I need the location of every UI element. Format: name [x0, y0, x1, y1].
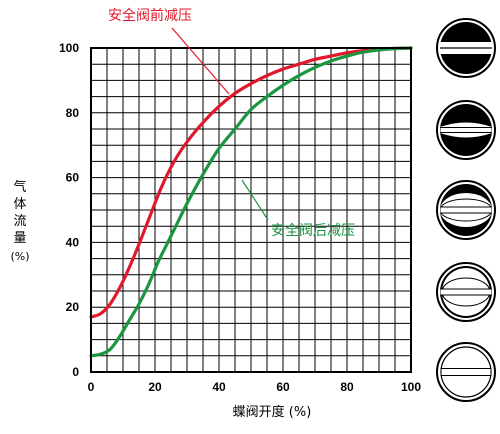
- plot-border: [90, 47, 412, 373]
- valve-90-icon: [436, 342, 496, 402]
- green-annotation-leader: [241, 179, 269, 221]
- series-line-before-safety-valve: [89, 46, 413, 319]
- valve-60-icon: [436, 262, 496, 322]
- green-series-annotation: 安全阀后减压: [271, 222, 355, 239]
- x-tick-label: 60: [276, 380, 290, 394]
- valve-0-icon: [436, 18, 496, 78]
- x-axis-label: 蝶阀开度 (%): [233, 404, 312, 420]
- series-lines: [89, 46, 413, 358]
- valve-30-icon: [436, 180, 496, 240]
- plot-frame: [90, 47, 412, 373]
- y-tick-label: 60: [66, 171, 80, 185]
- series-line-after-safety-valve: [89, 46, 413, 358]
- x-tick-label: 0: [88, 380, 95, 394]
- y-tick-label: 0: [72, 365, 79, 379]
- y-tick-label: 20: [66, 300, 80, 314]
- x-tick-label: 80: [340, 380, 354, 394]
- y-tick-label: 100: [59, 41, 79, 55]
- y-axis-label: 气 体 流 量 (%): [10, 179, 29, 263]
- y-tick-label: 80: [66, 106, 80, 120]
- grid: [91, 48, 411, 372]
- x-tick-label: 40: [212, 380, 226, 394]
- red-annotation-leader: [171, 27, 230, 95]
- y-tick-label: 40: [66, 235, 80, 249]
- y-axis-label-char: 量: [13, 231, 26, 246]
- red-series-annotation: 安全阀前减压: [108, 7, 192, 24]
- y-axis-label-char: 流: [13, 214, 26, 229]
- x-tick-label: 20: [148, 380, 162, 394]
- y-axis-label-char: 体: [13, 197, 26, 212]
- x-tick-label: 100: [401, 380, 421, 394]
- valve-15-icon: [436, 100, 496, 160]
- tick-labels: 0 20 40 60 80 100 0 20 40 60 80 100: [59, 41, 421, 394]
- y-axis-label-unit: (%): [10, 250, 29, 263]
- y-axis-label-char: 气: [13, 179, 26, 195]
